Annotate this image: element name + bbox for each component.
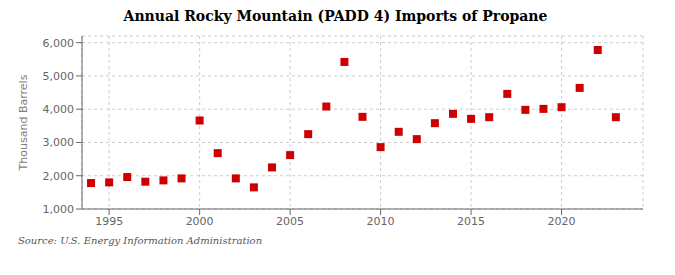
html-text:Annual Rocky Mountain (PADD 4): Annual Rocky Mountain (PADD 4) Imports o… — [123, 8, 548, 24]
svg-text:2010: 2010 — [367, 215, 395, 228]
html-text:Source: U.S. Energy Informatio: Source: U.S. Energy Information Administ… — [18, 235, 263, 246]
svg-text:6,000: 6,000 — [43, 37, 75, 50]
svg-text:3,000: 3,000 — [43, 136, 75, 149]
svg-text:1,000: 1,000 — [43, 203, 75, 216]
svg-text:2015: 2015 — [457, 215, 485, 228]
svg-text:5,000: 5,000 — [43, 70, 75, 83]
svg-text:2005: 2005 — [276, 215, 304, 228]
svg-text:1995: 1995 — [95, 215, 123, 228]
svg-text:2020: 2020 — [548, 215, 576, 228]
svg-text:2,000: 2,000 — [43, 170, 75, 183]
svg-text:4,000: 4,000 — [43, 103, 75, 116]
svg-text:2000: 2000 — [186, 215, 214, 228]
svg-text:Thousand Barrels: Thousand Barrels — [17, 74, 30, 171]
